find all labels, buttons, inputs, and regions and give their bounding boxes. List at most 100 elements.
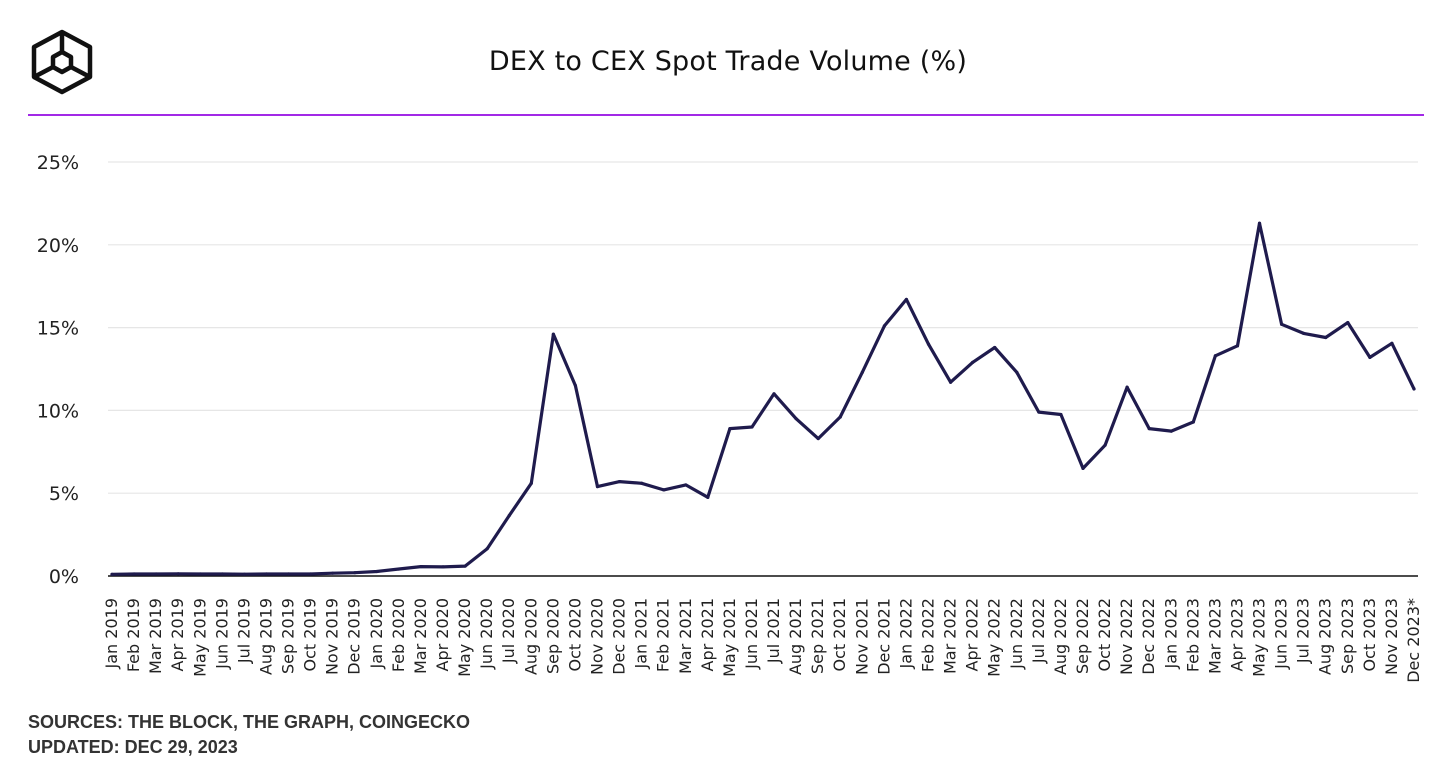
data-point (1279, 322, 1284, 326)
x-tick-label: Dec 2021 (874, 598, 893, 675)
data-point (1169, 429, 1173, 433)
data-point (1412, 387, 1416, 391)
x-tick-label: Sep 2019 (279, 598, 298, 674)
data-point (1324, 335, 1328, 340)
data-point (794, 417, 798, 421)
data-point (662, 488, 666, 492)
data-point (132, 572, 136, 576)
data-point (485, 547, 489, 551)
data-point (1125, 385, 1129, 389)
x-tick-label: Jan 2019 (102, 598, 121, 669)
x-tick-label: Feb 2023 (1183, 598, 1202, 672)
x-tick-label: Apr 2019 (168, 598, 187, 671)
x-tick-label: May 2020 (455, 598, 474, 677)
x-tick-label: Feb 2019 (124, 598, 143, 672)
y-tick-label: 10% (37, 400, 79, 422)
x-tick-label: Oct 2021 (830, 598, 849, 671)
x-tick-label: Oct 2019 (301, 598, 320, 671)
x-tick-label: Jul 2019 (234, 598, 253, 664)
x-tick-label: Aug 2019 (256, 598, 275, 675)
x-tick-label: Apr 2020 (433, 598, 452, 671)
title-divider (28, 114, 1424, 116)
x-tick-label: Aug 2021 (786, 598, 805, 675)
x-tick-label: Jan 2021 (632, 598, 651, 669)
data-point (154, 572, 158, 576)
x-tick-label: Nov 2021 (852, 598, 871, 675)
data-point (1103, 443, 1107, 447)
data-point (529, 481, 533, 485)
chart-footer: SOURCES: THE BLOCK, THE GRAPH, COINGECKO… (28, 710, 470, 760)
data-point (573, 383, 578, 388)
x-tick-label: Apr 2021 (698, 598, 717, 671)
data-point (375, 569, 379, 574)
data-point (948, 380, 953, 384)
x-tick-label: Jun 2021 (742, 598, 761, 670)
updated-note: UPDATED: DEC 29, 2023 (28, 737, 238, 757)
data-point (971, 360, 975, 364)
data-point (816, 436, 820, 441)
x-tick-label: Aug 2022 (1051, 598, 1070, 675)
data-point (309, 572, 313, 576)
x-tick-label: Jan 2023 (1161, 598, 1180, 669)
x-tick-label: Jan 2022 (896, 598, 915, 669)
data-point (1059, 412, 1063, 417)
x-tick-label: Dec 2019 (345, 598, 364, 675)
data-point (750, 425, 754, 429)
x-tick-label: Jun 2022 (1007, 598, 1026, 670)
data-point (331, 571, 335, 575)
series-line-layer (110, 221, 1416, 576)
x-tick-label: Feb 2020 (389, 598, 408, 672)
chart-title: DEX to CEX Spot Trade Volume (%) (488, 46, 968, 77)
x-tick-label: May 2022 (985, 598, 1004, 677)
data-point (463, 564, 467, 568)
data-point (1390, 341, 1394, 345)
data-point (640, 481, 644, 485)
x-tick-label: Oct 2022 (1095, 598, 1114, 671)
x-tick-label: Dec 2020 (610, 598, 629, 675)
data-point (993, 345, 997, 350)
x-tick-label: Sep 2020 (543, 598, 562, 674)
x-tick-label: Jun 2020 (477, 598, 496, 670)
x-tick-label: Jun 2019 (212, 598, 231, 670)
x-tick-label: Apr 2022 (963, 598, 982, 671)
x-tick-label: Jul 2021 (764, 598, 783, 664)
data-point (507, 513, 511, 518)
x-tick-label: Mar 2022 (941, 598, 960, 674)
data-point (1037, 410, 1041, 414)
x-tick-label: Oct 2023 (1360, 598, 1379, 671)
x-tick-label: Nov 2020 (587, 598, 606, 675)
data-point (1191, 420, 1195, 424)
x-tick-label: Nov 2022 (1117, 598, 1136, 675)
x-tick-label: Dec 2022 (1139, 598, 1158, 675)
x-tick-label: Nov 2019 (323, 598, 342, 675)
data-point (882, 324, 886, 328)
x-tick-label: Aug 2020 (521, 598, 540, 675)
data-point (926, 342, 931, 346)
x-tick-label: Sep 2021 (808, 598, 827, 674)
y-axis-ticks: 0% 5% 10% 15% 20% 25% (37, 152, 79, 588)
x-tick-label: Aug 2023 (1316, 598, 1335, 675)
x-tick-label: Dec 2023* (1404, 598, 1423, 683)
data-point (684, 483, 688, 487)
data-point (1235, 344, 1240, 348)
data-point (1346, 321, 1350, 325)
sources-note: SOURCES: THE BLOCK, THE GRAPH, COINGECKO (28, 712, 471, 732)
data-point (1147, 427, 1151, 431)
x-tick-label: May 2021 (720, 598, 739, 677)
data-point (551, 332, 555, 336)
y-tick-label: 0% (49, 566, 79, 588)
data-point (220, 572, 224, 576)
x-tick-label: Sep 2022 (1073, 598, 1092, 674)
x-tick-label: Feb 2022 (919, 598, 938, 672)
data-point (353, 571, 357, 575)
data-point (441, 565, 445, 569)
data-point (397, 567, 401, 571)
data-point (728, 427, 732, 431)
x-tick-label: Mar 2019 (146, 598, 165, 674)
data-point (617, 480, 622, 484)
data-point (1368, 355, 1372, 360)
x-tick-label: Oct 2020 (565, 598, 584, 671)
series-line (110, 221, 1416, 576)
line-chart: 0% 5% 10% 15% 20% 25% Jan 2019 Feb 2019 Mar 201… (37, 152, 1423, 683)
data-point (264, 572, 269, 576)
